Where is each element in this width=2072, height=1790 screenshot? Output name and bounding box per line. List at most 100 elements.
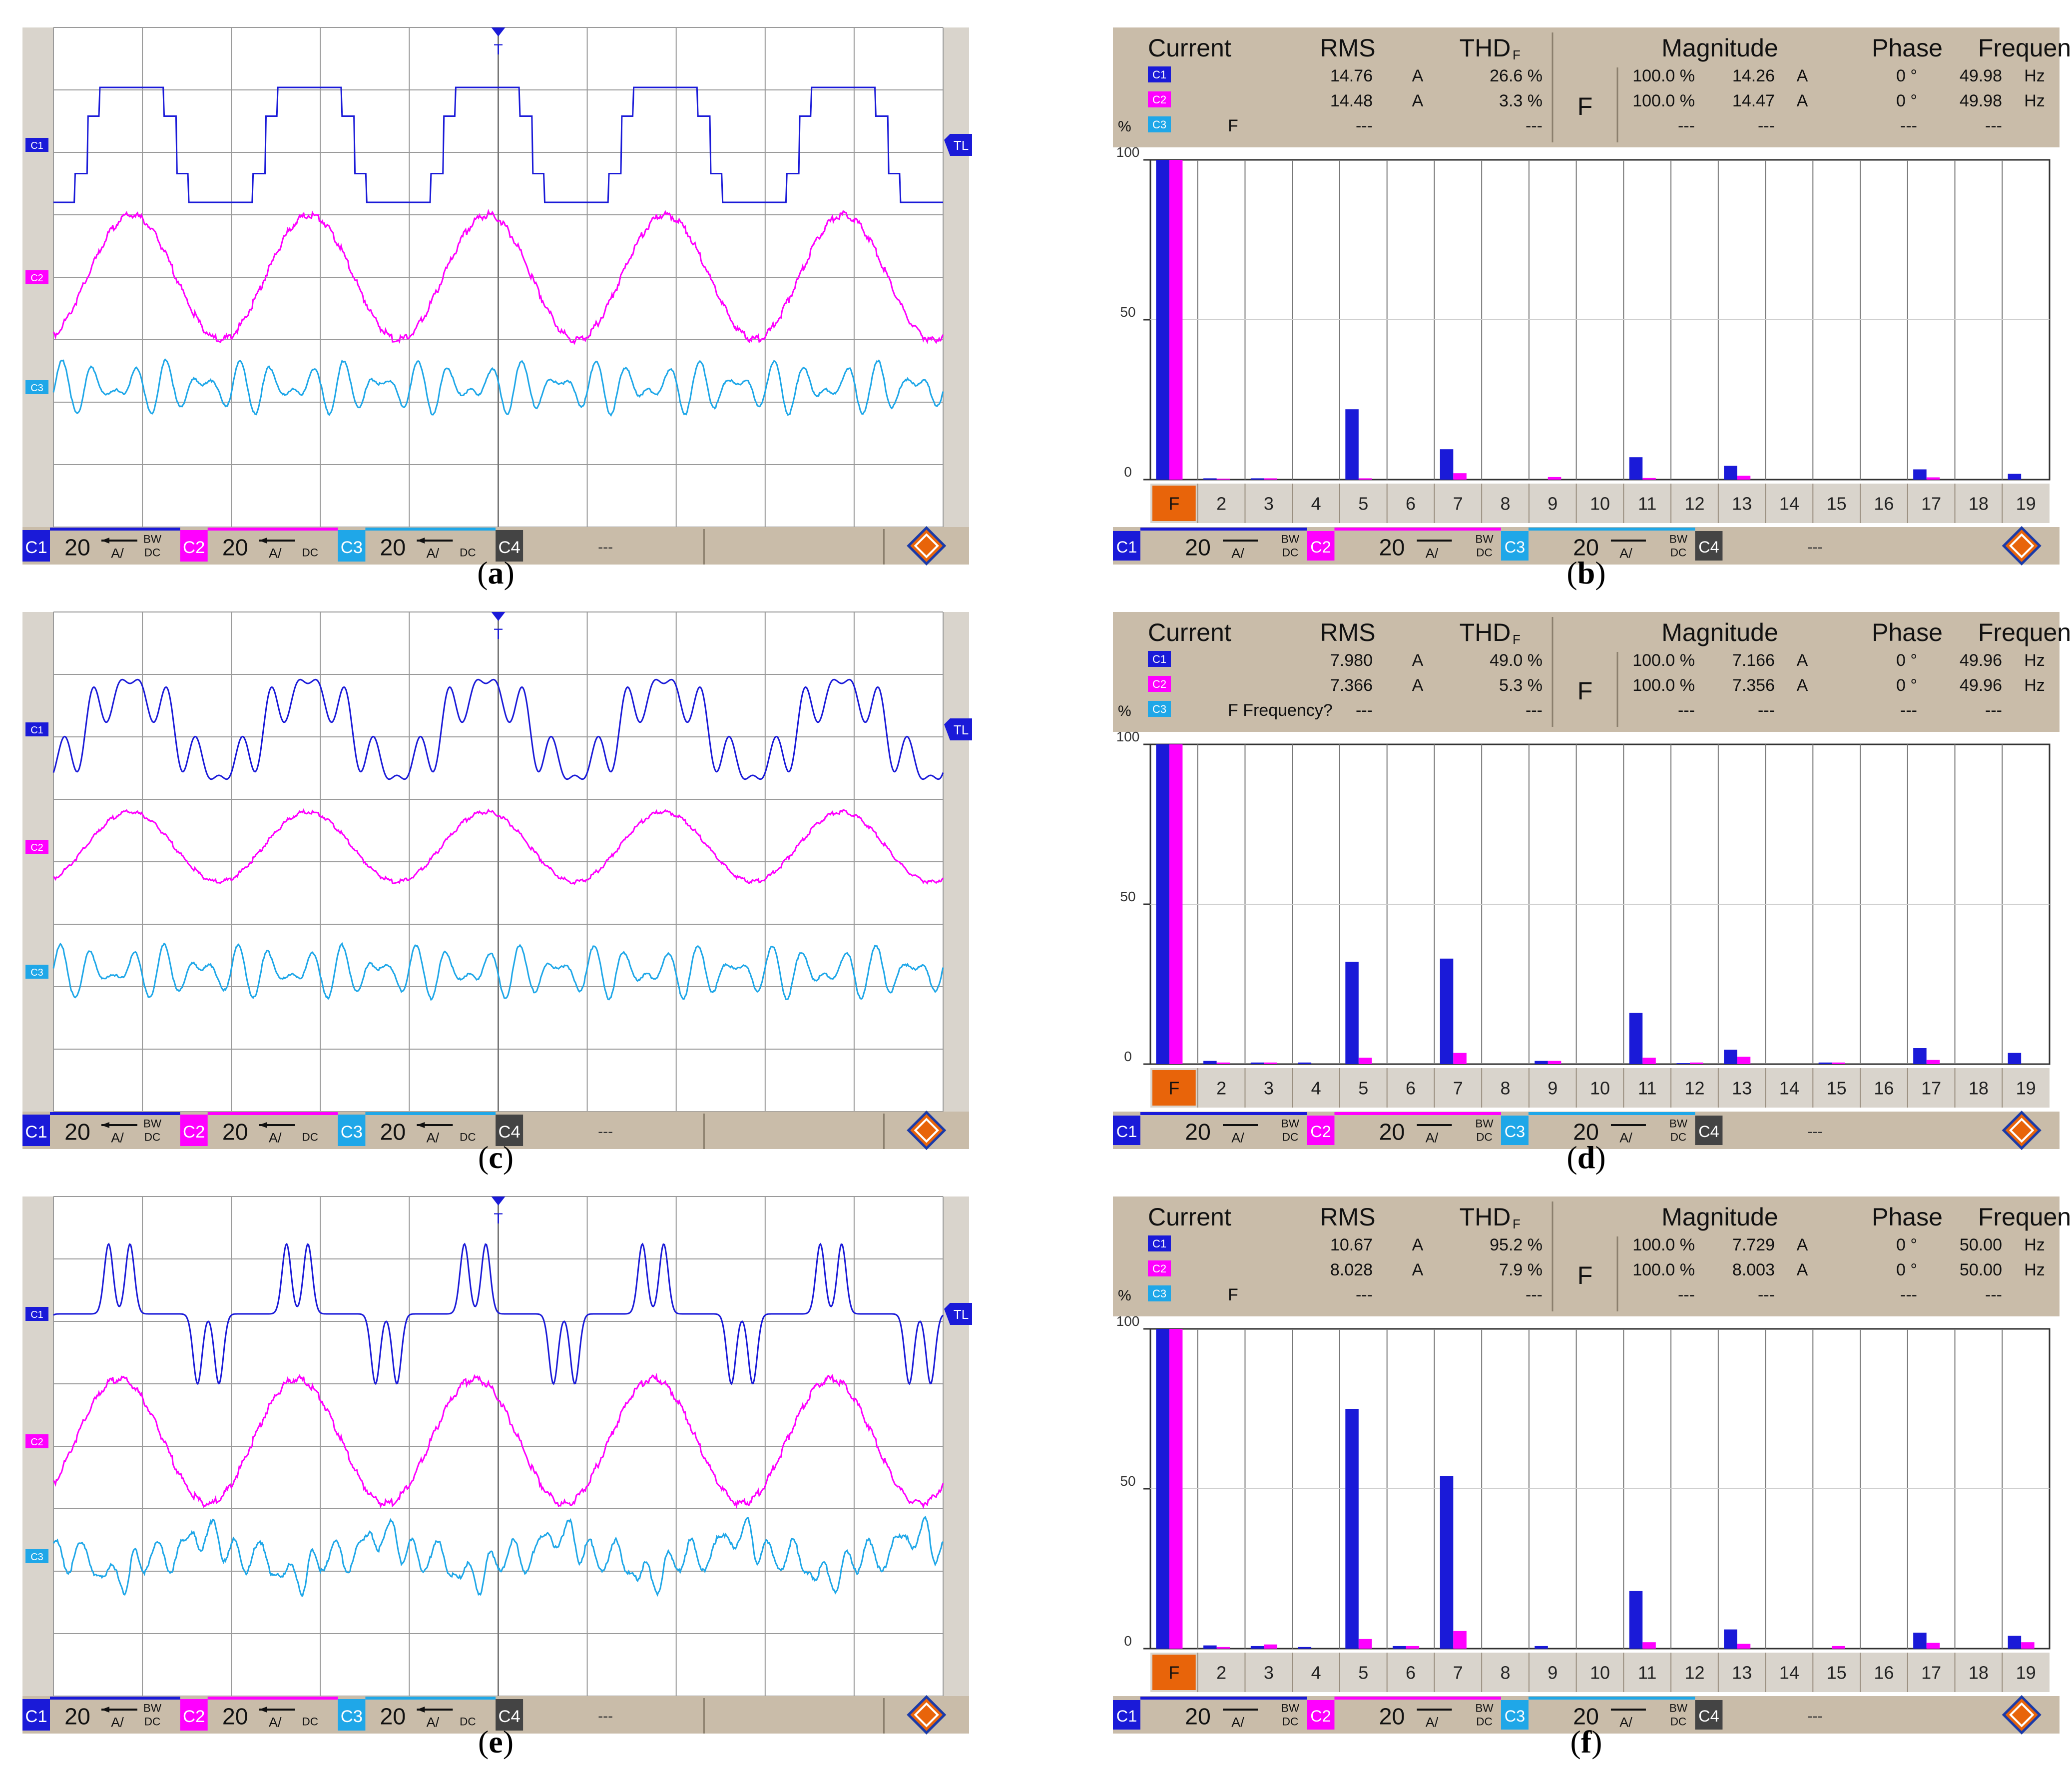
- coupling-dc: DC: [1670, 1131, 1687, 1144]
- measurement-table: [1113, 27, 2060, 147]
- x-tick-label: 2: [1216, 1663, 1226, 1683]
- channel-badge-c1: [22, 1115, 50, 1146]
- channel-chip-label: C2: [1152, 678, 1166, 690]
- channel-unit: A/: [1619, 1715, 1632, 1730]
- frequency-unit: Hz: [2024, 676, 2045, 695]
- channel-scale: 20: [64, 534, 90, 560]
- trigger-level-label: TL: [954, 722, 969, 737]
- thd-value: ---: [1526, 701, 1543, 720]
- coupling-bw: BW: [143, 533, 162, 546]
- x-tick-label: 19: [2016, 1078, 2036, 1099]
- coupling-dc: DC: [144, 1131, 161, 1144]
- magnitude-unit: A: [1797, 91, 1808, 110]
- header-current: Current: [1148, 618, 1231, 646]
- row-note: F Frequency?: [1228, 701, 1333, 720]
- channel-c4-value: ---: [598, 1124, 613, 1140]
- channel-unit: A/: [427, 546, 440, 561]
- bar-c2-h11: [1642, 1642, 1656, 1649]
- magnitude-pct: 100.0 %: [1632, 91, 1695, 110]
- frequency-value: 50.00: [1960, 1235, 2002, 1254]
- coupling-bw: BW: [1281, 533, 1300, 546]
- channel-c4-value: ---: [1807, 539, 1822, 556]
- channel-badge-c4-label: C4: [498, 1707, 520, 1726]
- rms-unit: A: [1412, 651, 1424, 670]
- channel-unit: A/: [427, 1715, 440, 1730]
- coupling-dc: DC: [302, 547, 318, 559]
- bar-c1-hF: [1156, 1329, 1169, 1649]
- x-tick-label: 16: [1874, 494, 1894, 514]
- channel-badge-c3: [338, 530, 366, 562]
- channel-badge-c4: [496, 1115, 523, 1146]
- bar-c2-h15: [1832, 1062, 1845, 1064]
- channel-badge-c3-label: C3: [1505, 1707, 1525, 1725]
- channel-unit: A/: [1619, 546, 1632, 561]
- c1-trace: [53, 1242, 944, 1385]
- channel-scale: 20: [1573, 534, 1599, 560]
- rs-logo-icon: [907, 526, 947, 566]
- channel-chip: [1148, 116, 1171, 132]
- phase-value: 0 °: [1896, 651, 1917, 670]
- x-tick-label: 8: [1501, 1663, 1511, 1683]
- channel-badge-c3-label: C3: [341, 1123, 363, 1142]
- y-tick-label: 0: [1124, 464, 1132, 480]
- x-tick-label: 13: [1732, 494, 1752, 514]
- magnitude-value: ---: [1758, 1285, 1775, 1304]
- channel-badge-c1: [22, 530, 50, 562]
- channel-badge-c2-label: C2: [183, 1707, 205, 1726]
- x-tick-label: 13: [1732, 1663, 1752, 1683]
- channel-marker-2: C2: [25, 1434, 48, 1448]
- frequency-unit: Hz: [2024, 1260, 2045, 1279]
- channel-unit: A/: [1426, 1715, 1439, 1730]
- x-tick-label: 15: [1827, 1078, 1847, 1099]
- channel-badge-c1-label: C1: [25, 1707, 47, 1726]
- thd-value: 95.2 %: [1490, 1235, 1543, 1254]
- coupling-dc: DC: [1476, 547, 1493, 559]
- phase-value: 0 °: [1896, 1235, 1917, 1254]
- bar-c2-h7: [1453, 473, 1467, 480]
- x-tick-label: 5: [1358, 1663, 1368, 1683]
- channel-unit: A/: [1231, 1715, 1244, 1730]
- channel-scale: 20: [1573, 1119, 1599, 1145]
- channel-badge-c3-label: C3: [341, 538, 363, 557]
- c2-trace: [52, 208, 944, 345]
- bar-c1-h7: [1440, 958, 1454, 1064]
- fundamental-marker: [1152, 486, 1196, 521]
- thd-value: 49.0 %: [1490, 651, 1543, 670]
- header-thd: THD: [1460, 618, 1511, 646]
- x-tick-label: 6: [1406, 1663, 1416, 1683]
- header-magnitude: Magnitude: [1661, 618, 1778, 646]
- thd-value: 26.6 %: [1490, 66, 1543, 85]
- measurement-table: [1113, 612, 2060, 732]
- x-tick-label: 16: [1874, 1663, 1894, 1683]
- thd-value: 5.3 %: [1499, 676, 1543, 695]
- bar-c2-h9: [1548, 1061, 1561, 1064]
- channel-scale: 20: [1573, 1703, 1599, 1729]
- harmonic-axis: [1150, 1653, 2050, 1692]
- channel-chip-label: C3: [1152, 1287, 1166, 1300]
- y-tick-label: 50: [1120, 889, 1135, 904]
- channel-chip-label: C1: [1152, 1237, 1166, 1250]
- bar-c2-h5: [1358, 478, 1372, 480]
- table-row-c2: C2 8.028 A 7.9 % 100.0 % 8.003 A 0 ° 50.00 Hz: [1148, 1260, 2045, 1279]
- channel-c4-value: ---: [598, 539, 613, 556]
- x-tick-label: 18: [1969, 494, 1989, 514]
- channel-badge-c3-label: C3: [1505, 1123, 1525, 1141]
- magnitude-unit: A: [1797, 66, 1808, 85]
- c3-trace: [52, 942, 944, 1001]
- channel-chip: [1148, 1285, 1171, 1301]
- rs-logo-icon: [2002, 526, 2042, 566]
- channel-badge-c2: [180, 1699, 208, 1731]
- x-tick-label: 18: [1969, 1663, 1989, 1683]
- x-tick-label: 6: [1406, 494, 1416, 514]
- channel-marker-label: C3: [30, 967, 43, 978]
- magnitude-pct: 100.0 %: [1632, 676, 1695, 695]
- y-tick-label: 0: [1124, 1633, 1132, 1649]
- x-tick-label: 4: [1311, 1663, 1321, 1683]
- rms-unit: A: [1412, 91, 1424, 110]
- harmonic-bars: [1156, 744, 2022, 1064]
- y-tick-label: 100: [1116, 144, 1140, 160]
- coupling-dc: DC: [302, 1131, 318, 1144]
- header-current: Current: [1148, 1203, 1231, 1231]
